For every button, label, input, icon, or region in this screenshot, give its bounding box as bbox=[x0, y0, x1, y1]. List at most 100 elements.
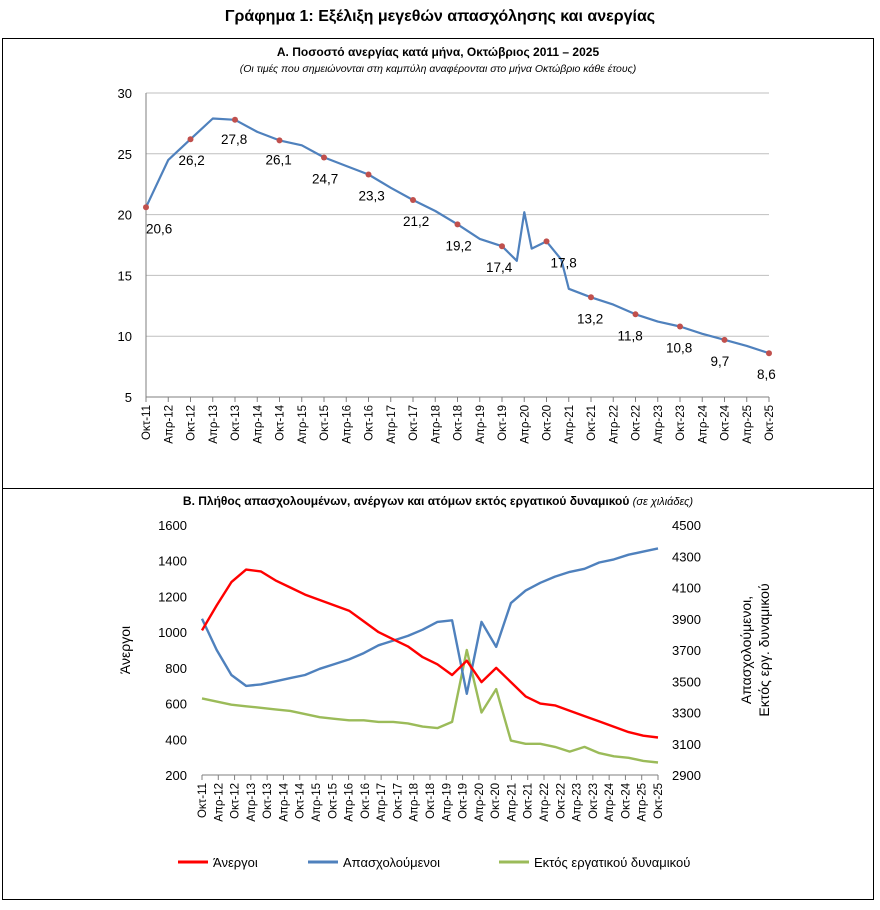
chart-b-title-text: Β. Πλήθος απασχολουμένων, ανέργων και ατ… bbox=[182, 494, 630, 508]
chart-b-panel: Β. Πλήθος απασχολουμένων, ανέργων και ατ… bbox=[2, 488, 874, 900]
legend-inactive-label: Εκτός εργατικού δυναμικού bbox=[534, 855, 690, 870]
chart-b-plot: 200 400 600 800 1000 1200 1400 1600 2900 3100 3300… bbox=[117, 518, 772, 870]
x-tick-label: Οκτ-20 bbox=[490, 783, 502, 819]
october-marker bbox=[766, 350, 772, 357]
october-value-label: 23,3 bbox=[359, 188, 385, 203]
x-tick-label: Απρ-17 bbox=[386, 405, 398, 444]
x-tick-label: Οκτ-17 bbox=[392, 783, 404, 819]
x-tick-label: Απρ-19 bbox=[475, 405, 487, 444]
october-value-label: 26,1 bbox=[266, 152, 292, 167]
y-tick-label: 30 bbox=[118, 86, 132, 101]
october-marker bbox=[187, 136, 194, 143]
october-marker bbox=[499, 243, 505, 250]
x-tick-label: Οκτ-13 bbox=[230, 405, 242, 441]
x-tick-label: Απρ-16 bbox=[344, 783, 356, 822]
x-tick-label: Οκτ-21 bbox=[586, 405, 598, 441]
october-value-label: 26,2 bbox=[179, 153, 205, 168]
x-tick-label: Απρ-16 bbox=[341, 405, 353, 444]
employed-line bbox=[200, 547, 659, 695]
october-value-label: 27,8 bbox=[221, 132, 247, 147]
y-left-tick-label: 800 bbox=[165, 661, 187, 676]
legend-unemployed-label: Άνεργοι bbox=[213, 855, 258, 870]
x-tick-label: Απρ-17 bbox=[376, 783, 388, 822]
x-tick-label: Οκτ-15 bbox=[319, 405, 331, 441]
x-tick-label: Οκτ-24 bbox=[720, 404, 732, 440]
x-tick-label: Απρ-19 bbox=[441, 783, 453, 822]
x-tick-label: Οκτ-11 bbox=[141, 405, 153, 440]
x-tick-label: Απρ-18 bbox=[430, 405, 442, 444]
y-right-tick-label: 3900 bbox=[672, 612, 701, 627]
x-tick-label: Οκτ-24 bbox=[620, 782, 632, 818]
x-tick-label: Οκτ-16 bbox=[364, 405, 376, 441]
x-tick-label: Οκτ-19 bbox=[497, 405, 509, 441]
x-tick-label: Οκτ-11 bbox=[197, 783, 209, 818]
x-tick-label: Οκτ-18 bbox=[453, 405, 465, 441]
chart-a-plot: 5 10 15 20 25 30 Οκτ-11 Απρ-12 Οκτ-12 Απρ-13 Οκτ-1… bbox=[118, 86, 776, 444]
y-tick-label: 5 bbox=[125, 390, 132, 405]
chart-a-subtitle: (Οι τιμές που σημειώνονται στη καμπύλη α… bbox=[239, 63, 637, 75]
october-marker bbox=[588, 294, 594, 301]
x-tick-label: Απρ-22 bbox=[608, 405, 620, 444]
y-tick-label: 25 bbox=[118, 147, 132, 162]
y-right-tick-label: 4500 bbox=[672, 518, 701, 533]
october-value-label: 19,2 bbox=[446, 238, 472, 253]
october-marker bbox=[321, 154, 327, 161]
x-tick-label: Οκτ-25 bbox=[764, 405, 776, 441]
y-tick-label: 15 bbox=[118, 268, 132, 283]
y-left-tick-label: 1000 bbox=[158, 625, 187, 640]
x-tick-label: Απρ-12 bbox=[163, 405, 175, 444]
october-marker bbox=[632, 311, 639, 318]
x-tick-label: Οκτ-15 bbox=[327, 783, 339, 819]
october-marker bbox=[143, 204, 149, 211]
october-value-label: 20,6 bbox=[146, 221, 172, 236]
y-left-axis-label: Άνεργοι bbox=[117, 626, 133, 674]
inactive-line bbox=[201, 648, 659, 764]
x-tick-label: Οκτ-13 bbox=[262, 783, 274, 819]
figure-title: Γράφημα 1: Εξέλιξη μεγεθών απασχόλησης κ… bbox=[224, 8, 656, 25]
legend-employed-label: Απασχολούμενοι bbox=[343, 855, 440, 870]
y-right-tick-label: 4100 bbox=[672, 581, 701, 596]
y-right-tick-label: 3300 bbox=[672, 706, 701, 721]
x-tick-label: Απρ-23 bbox=[572, 783, 584, 822]
x-tick-label: Οκτ-17 bbox=[408, 405, 420, 441]
october-marker bbox=[276, 137, 283, 144]
x-tick-label: Απρ-13 bbox=[208, 405, 220, 444]
october-value-label: 24,7 bbox=[312, 171, 338, 186]
x-tick-label: Οκτ-23 bbox=[588, 783, 600, 819]
y-tick-label: 10 bbox=[118, 329, 132, 344]
x-tick-label: Απρ-20 bbox=[519, 405, 531, 444]
x-tick-label: Απρ-15 bbox=[297, 405, 309, 444]
x-tick-label: Οκτ-18 bbox=[425, 783, 437, 819]
x-tick-label: Απρ-23 bbox=[653, 405, 665, 444]
x-tick-label: Οκτ-22 bbox=[631, 405, 643, 441]
unemployed-line bbox=[200, 568, 659, 739]
x-tick-label: Οκτ-19 bbox=[458, 783, 470, 819]
y-right-tick-label: 3700 bbox=[672, 643, 701, 658]
y-right-tick-label: 3100 bbox=[672, 737, 701, 752]
october-marker bbox=[232, 116, 238, 123]
y-right-axis-label-1: Απασχολούμενοι, bbox=[738, 596, 754, 704]
october-value-label: 17,4 bbox=[486, 260, 513, 275]
x-tick-label: Απρ-21 bbox=[564, 405, 576, 444]
october-value-label: 9,7 bbox=[711, 354, 730, 369]
october-value-label: 21,2 bbox=[403, 214, 429, 229]
y-tick-label: 20 bbox=[118, 208, 132, 223]
x-tick-label: Οκτ-12 bbox=[186, 405, 198, 441]
chart-b-unit: (σε χιλιάδες) bbox=[632, 496, 694, 508]
x-tick-label: Απρ-15 bbox=[311, 783, 323, 822]
y-left-tick-label: 200 bbox=[165, 768, 187, 783]
x-tick-label: Οκτ-23 bbox=[675, 405, 687, 441]
x-tick-label: Οκτ-21 bbox=[523, 783, 535, 819]
x-tick-label: Απρ-13 bbox=[246, 783, 258, 822]
chart-a-title: Α. Ποσοστό ανεργίας κατά μήνα, Οκτώβριος… bbox=[276, 45, 600, 59]
x-tick-label: Απρ-21 bbox=[506, 783, 518, 822]
chart-a-panel: Α. Ποσοστό ανεργίας κατά μήνα, Οκτώβριος… bbox=[2, 38, 874, 489]
x-tick-label: Απρ-20 bbox=[474, 783, 486, 822]
x-tick-label: Απρ-14 bbox=[278, 782, 290, 821]
x-tick-label: Οκτ-14 bbox=[275, 404, 287, 440]
october-marker bbox=[677, 323, 683, 330]
x-tick-label: Απρ-12 bbox=[213, 783, 225, 822]
y-right-tick-label: 4300 bbox=[672, 549, 701, 564]
x-tick-label: Οκτ-20 bbox=[542, 405, 554, 441]
y-right-axis-label-2: Εκτός εργ. δυναμικού bbox=[756, 583, 772, 716]
